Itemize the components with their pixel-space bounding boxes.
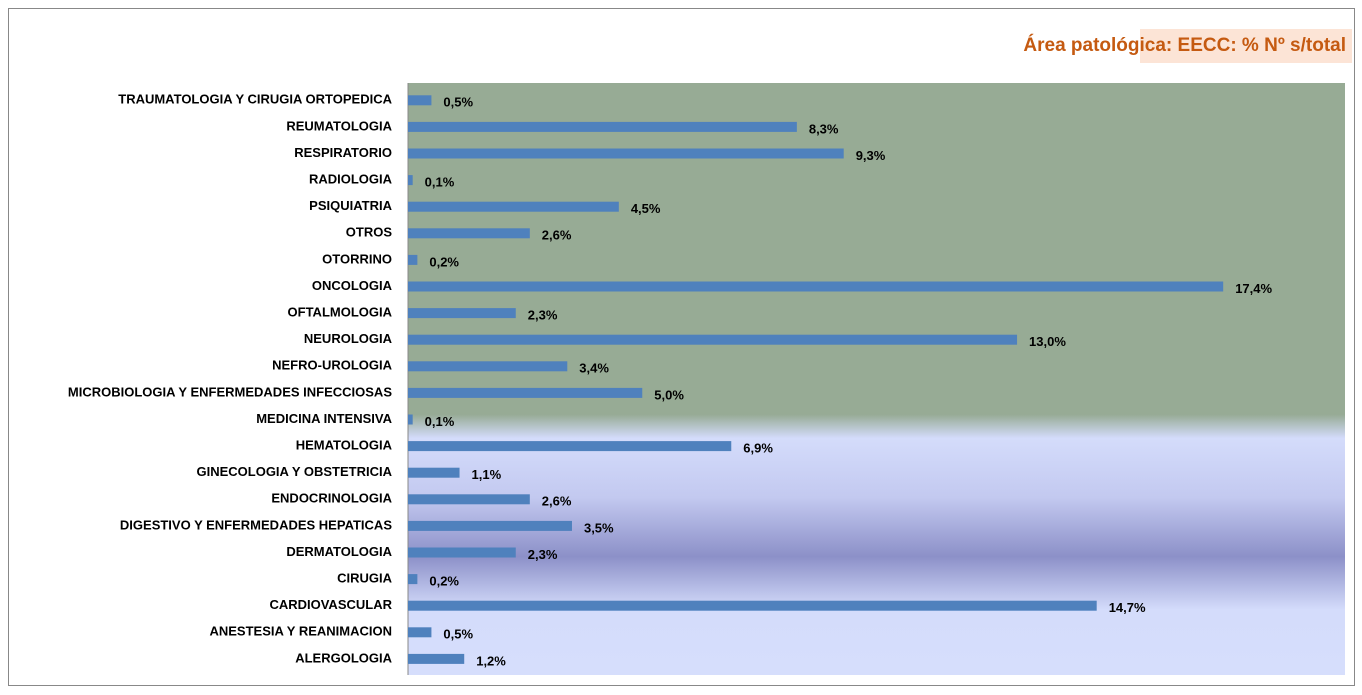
bar — [408, 361, 568, 372]
chart-title: Área patológica: EECC: % Nº s/total — [1023, 34, 1346, 56]
y-tick-label: GINECOLOGIA Y OBSTETRICIA — [196, 464, 392, 479]
bar — [408, 600, 1097, 611]
data-label: 13,0% — [1029, 334, 1066, 349]
data-label: 4,5% — [631, 201, 661, 216]
bar — [408, 387, 643, 398]
bar — [408, 574, 418, 585]
data-label: 0,1% — [425, 414, 455, 429]
data-label: 6,9% — [743, 441, 773, 456]
y-tick-label: DERMATOLOGIA — [286, 544, 392, 559]
data-label: 0,5% — [443, 627, 473, 642]
data-label: 1,2% — [476, 653, 506, 668]
bar — [408, 520, 572, 531]
bar — [408, 281, 1224, 292]
data-label: 9,3% — [856, 148, 886, 163]
bar — [408, 254, 418, 265]
plot-area — [408, 83, 1345, 675]
data-label: 1,1% — [472, 467, 502, 482]
data-label: 0,2% — [429, 254, 459, 269]
y-tick-label: CARDIOVASCULAR — [269, 597, 392, 612]
y-tick-label: REUMATOLOGIA — [286, 118, 392, 133]
data-label: 2,3% — [528, 547, 558, 562]
title-box — [1140, 29, 1352, 63]
data-label: 2,3% — [528, 308, 558, 323]
bar — [408, 175, 413, 186]
data-label: 0,2% — [429, 574, 459, 589]
y-tick-label: NEUROLOGIA — [304, 331, 393, 346]
y-tick-label: MICROBIOLOGIA Y ENFERMEDADES INFECCIOSAS — [68, 384, 392, 399]
bar — [408, 414, 413, 425]
data-label: 0,1% — [425, 175, 455, 190]
y-tick-label: DIGESTIVO Y ENFERMEDADES HEPATICAS — [120, 517, 392, 532]
bar — [408, 308, 516, 319]
data-label: 3,5% — [584, 520, 614, 535]
bar — [408, 121, 797, 132]
data-label: 5,0% — [654, 387, 684, 402]
y-tick-label: RESPIRATORIO — [294, 145, 392, 160]
y-tick-label: OTORRINO — [322, 251, 392, 266]
data-label: 14,7% — [1109, 600, 1146, 615]
y-tick-label: HEMATOLOGIA — [296, 438, 393, 453]
bar — [408, 441, 732, 452]
bar — [408, 95, 432, 106]
bar — [408, 494, 530, 505]
y-tick-label: ENDOCRINOLOGIA — [271, 491, 392, 506]
y-tick-label: PSIQUIATRIA — [309, 198, 392, 213]
data-label: 17,4% — [1235, 281, 1272, 296]
y-tick-label: TRAUMATOLOGIA Y CIRUGIA ORTOPEDICA — [118, 92, 392, 107]
bar — [408, 334, 1018, 345]
y-tick-label: OFTALMOLOGIA — [288, 305, 393, 320]
bar — [408, 547, 516, 558]
bar — [408, 201, 619, 212]
y-tick-label: MEDICINA INTENSIVA — [256, 411, 392, 426]
bar — [408, 627, 432, 638]
y-tick-label: ANESTESIA Y REANIMACION — [209, 624, 392, 639]
data-label: 8,3% — [809, 121, 839, 136]
y-tick-label: OTROS — [346, 225, 393, 240]
data-label: 3,4% — [579, 361, 609, 376]
bar — [408, 467, 460, 478]
bar — [408, 228, 530, 239]
y-tick-label: NEFRO-UROLOGIA — [272, 358, 392, 373]
y-tick-label: RADIOLOGIA — [309, 172, 393, 187]
data-label: 0,5% — [443, 95, 473, 110]
data-label: 2,6% — [542, 494, 572, 509]
y-tick-label: CIRUGIA — [337, 571, 393, 586]
data-label: 2,6% — [542, 228, 572, 243]
bar — [408, 148, 844, 159]
bar — [408, 653, 465, 664]
y-tick-label: ONCOLOGIA — [312, 278, 393, 293]
y-tick-label: ALERGOLOGIA — [295, 650, 392, 665]
